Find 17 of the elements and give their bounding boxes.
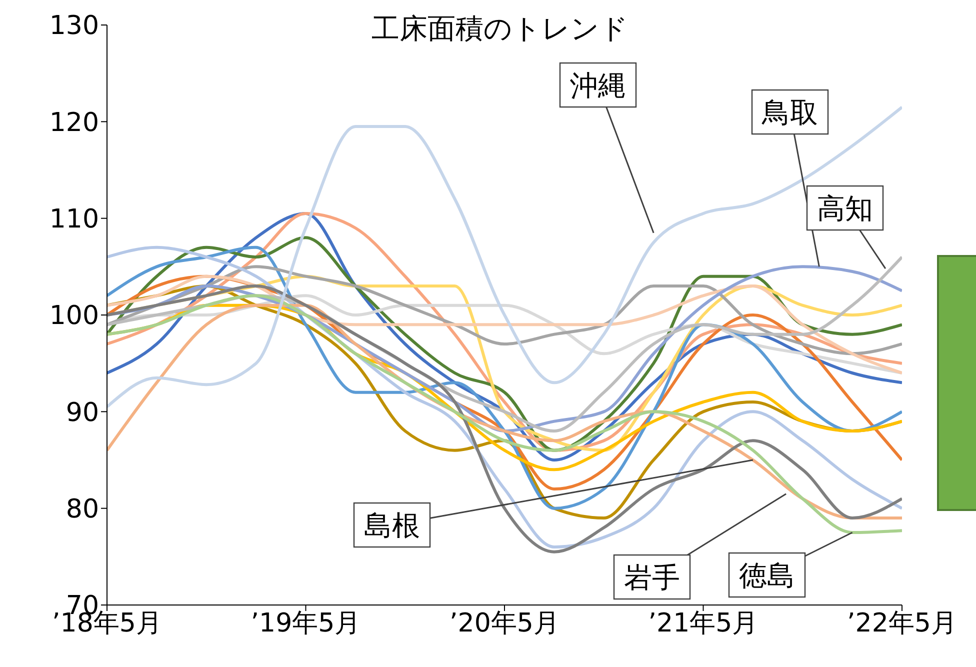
annotation: 沖縄 [570, 69, 626, 102]
x-tick-label: ’22年5月 [847, 608, 957, 638]
x-tick-label: ’20年5月 [450, 608, 560, 638]
annotation: 島根 [364, 509, 420, 542]
y-tick-label: 110 [49, 204, 99, 235]
annotation: 岩手 [624, 561, 680, 594]
annotation: 徳島 [739, 559, 795, 592]
x-tick-label: ’19年5月 [250, 608, 361, 638]
y-tick-label: 80 [66, 494, 99, 525]
y-tick-label: 90 [66, 398, 99, 428]
annotation: 鳥取 [761, 96, 818, 129]
y-tick-label: 100 [49, 301, 99, 332]
y-tick-label: 130 [49, 11, 99, 42]
y-tick-label: 120 [49, 108, 99, 138]
x-tick-label: ’21年5月 [648, 608, 758, 638]
annotation: 高知 [817, 192, 873, 225]
chart-title: 工床面積のトレンド [372, 12, 628, 45]
